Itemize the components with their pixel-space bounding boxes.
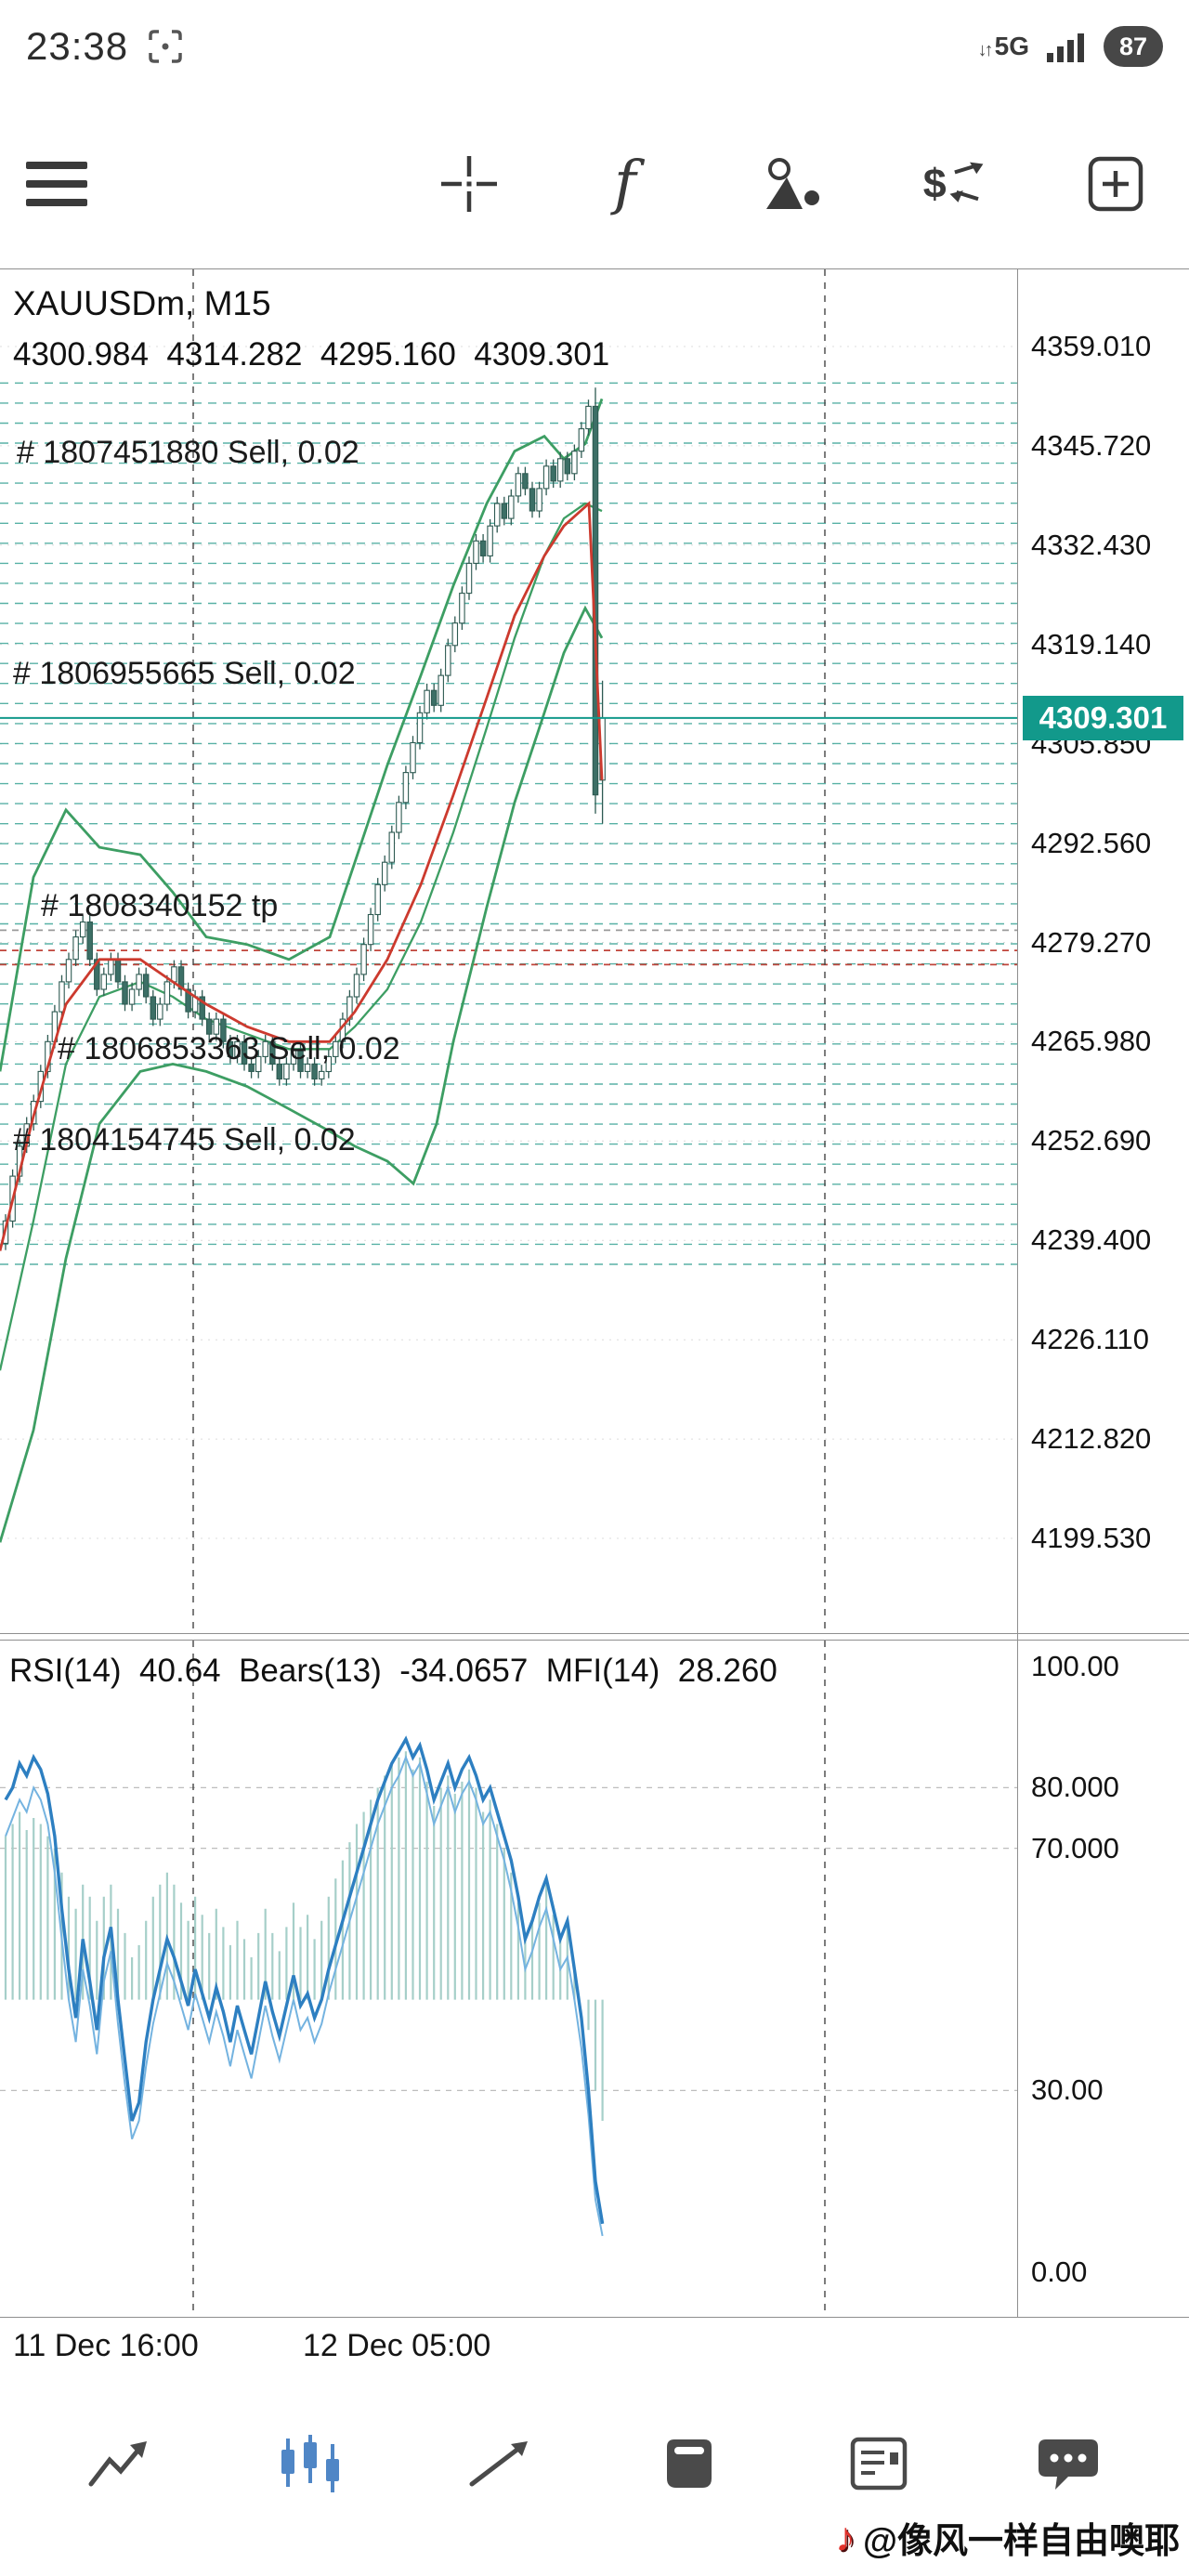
price-axis-label: 4359.010 <box>1031 330 1152 362</box>
nav-trendlines-button[interactable] <box>455 2419 544 2508</box>
trade-label[interactable]: # 1804154745 Sell, 0.02 <box>13 1122 356 1157</box>
quotes-trend-icon <box>88 2441 147 2487</box>
indicator-bottom-border <box>0 2317 1189 2318</box>
trade-label[interactable]: # 1808340152 tp <box>41 888 279 923</box>
hamburger-icon <box>26 162 87 206</box>
svg-text:$: $ <box>923 159 947 206</box>
screen-capture-icon <box>149 30 182 63</box>
trade-instruments-button[interactable]: $ <box>921 151 986 216</box>
indicator-axis-label: 100.00 <box>1031 1650 1119 1682</box>
crosshair-icon <box>441 156 497 212</box>
price-axis-label: 4292.560 <box>1031 827 1152 859</box>
price-axis-label: 4345.720 <box>1031 429 1152 462</box>
nav-messages-button[interactable] <box>1024 2419 1113 2508</box>
trade-label[interactable]: # 1806955665 Sell, 0.02 <box>13 656 356 691</box>
indicator-axis: 100.00 80.000 70.000 30.00 0.00 <box>1018 1641 1189 2317</box>
indicator-axis-label: 70.000 <box>1031 1832 1119 1864</box>
chart-toolbar: f $ <box>0 137 1189 230</box>
indicator-axis-label: 80.000 <box>1031 1771 1119 1803</box>
time-label: 11 Dec 16:00 <box>13 2328 199 2363</box>
trendline-icon <box>469 2441 528 2487</box>
symbol-timeframe-label: XAUUSDm, M15 <box>13 284 271 322</box>
price-axis-label: 4332.430 <box>1031 529 1152 561</box>
indicators-button[interactable]: f <box>598 151 663 216</box>
news-icon <box>850 2437 908 2491</box>
nav-trade-button[interactable] <box>645 2419 734 2508</box>
currency-exchange-icon: $ <box>923 159 984 206</box>
nav-charts-button[interactable] <box>266 2419 355 2508</box>
signal-bars-icon <box>1047 33 1084 62</box>
trade-tray-icon <box>667 2439 712 2488</box>
ohlc-values: 4300.984 4314.282 4295.160 4309.301 <box>13 336 610 373</box>
price-axis-label: 4252.690 <box>1031 1124 1152 1157</box>
price-axis-label: 4279.270 <box>1031 926 1152 959</box>
status-bar: 23:38 ↓↑ 5G 87 <box>0 13 1189 80</box>
trade-label[interactable]: # 1807451880 Sell, 0.02 <box>17 435 359 470</box>
current-price-badge: 4309.301 <box>1023 696 1183 740</box>
crosshair-button[interactable] <box>437 151 502 216</box>
trade-labels-layer: # 1807451880 Sell, 0.02 # 1806955665 Sell… <box>0 269 1017 1633</box>
svg-text:f: f <box>610 152 646 216</box>
indicator-axis-label: 0.00 <box>1031 2256 1088 2288</box>
indicator-values-label: RSI(14) 40.64 Bears(13) -34.0657 MFI(14)… <box>9 1653 777 1689</box>
price-axis-label: 4212.820 <box>1031 1422 1152 1455</box>
objects-button[interactable] <box>760 151 825 216</box>
data-activity-icon: ↓↑ <box>977 40 994 60</box>
price-axis-border <box>1017 268 1018 2318</box>
watermark-text: @像风一样自由噢耶 <box>862 2522 1180 2561</box>
price-axis-label: 4319.140 <box>1031 628 1152 660</box>
panel-separator <box>0 1633 1189 1634</box>
price-axis-label: 4199.530 <box>1031 1522 1152 1554</box>
plus-square-icon <box>1088 156 1143 212</box>
menu-button[interactable] <box>24 151 89 216</box>
price-axis-label: 4239.400 <box>1031 1223 1152 1256</box>
watermark: ♪ @像风一样自由噢耶 <box>835 2512 1180 2563</box>
clock: 23:38 <box>26 24 129 68</box>
candles-icon <box>281 2435 339 2492</box>
trade-label[interactable]: # 1806853363 Sell, 0.02 <box>58 1031 400 1066</box>
price-axis-label: 4265.980 <box>1031 1025 1152 1057</box>
network-type: ↓↑ 5G <box>977 32 1029 60</box>
time-label: 12 Dec 05:00 <box>303 2328 491 2363</box>
music-note-icon: ♪ <box>834 2514 856 2560</box>
function-f-icon: f <box>610 152 646 216</box>
nav-news-button[interactable] <box>834 2419 923 2508</box>
nav-quotes-button[interactable] <box>76 2419 165 2508</box>
chart-top-border <box>0 268 1189 269</box>
indicator-chart[interactable] <box>0 1641 1017 2317</box>
bottom-navigation <box>0 2399 1189 2529</box>
new-order-button[interactable] <box>1083 151 1148 216</box>
candlestick-chart[interactable] <box>0 269 1017 1633</box>
indicator-axis-label: 30.00 <box>1031 2073 1104 2106</box>
battery-indicator: 87 <box>1104 26 1163 67</box>
chat-bubble-icon <box>1039 2439 1098 2490</box>
panel-separator <box>0 1640 1189 1641</box>
price-axis-label: 4226.110 <box>1031 1323 1149 1355</box>
shapes-icon <box>766 158 819 209</box>
time-axis: 11 Dec 16:00 12 Dec 05:00 <box>0 2328 1017 2376</box>
price-axis[interactable]: 4359.010 4345.720 4332.430 4319.140 4305.850… <box>1018 269 1189 1633</box>
